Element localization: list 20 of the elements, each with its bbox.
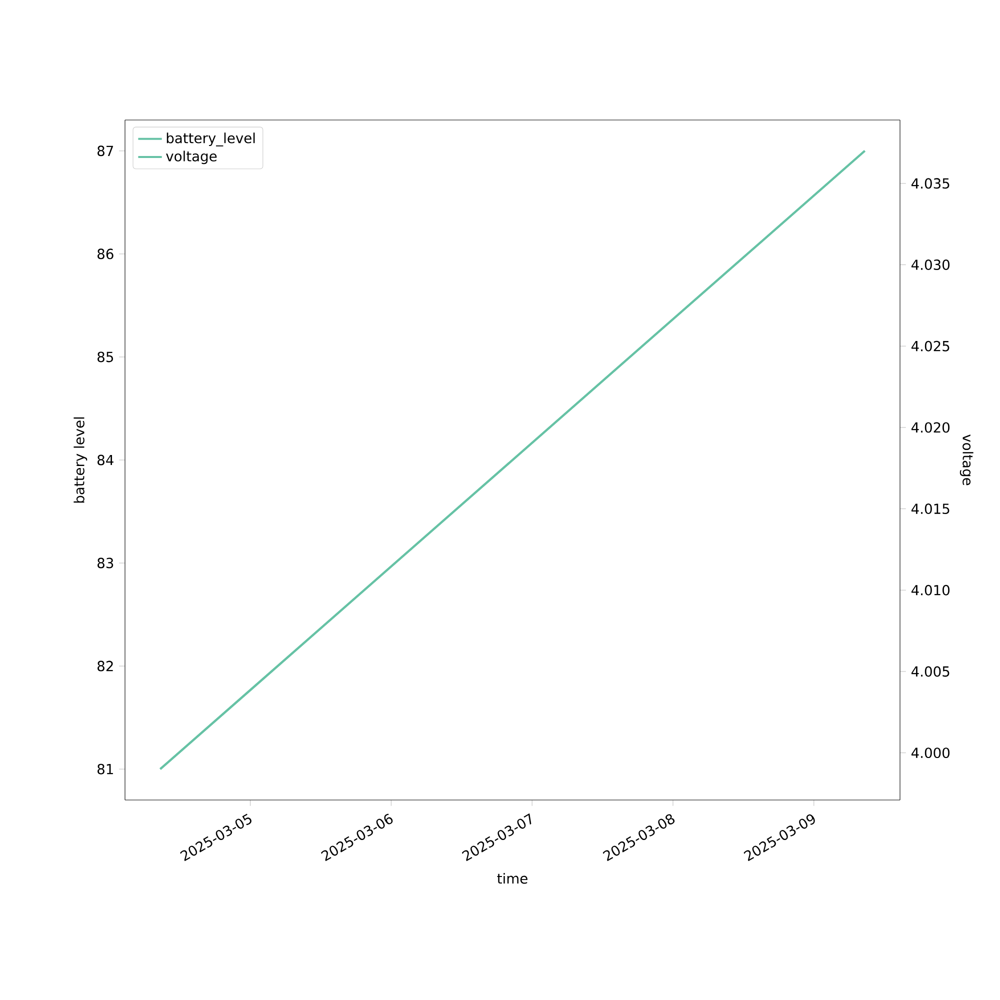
y-tick-label: 85 [98, 352, 113, 362]
y-axis-title: battery level [74, 417, 88, 503]
y2-tick-label: 4.035 [911, 178, 950, 189]
y-tick-label: 81 [98, 764, 113, 774]
y2-tick-label: 4.010 [911, 584, 950, 596]
y2-tick-label: 4.000 [911, 748, 950, 758]
y-tick-label: 87 [98, 146, 114, 156]
y-tick-label: 86 [98, 248, 114, 260]
y-tick-label: 84 [98, 454, 114, 466]
y-tick-label: 82 [98, 660, 113, 672]
y2-tick-label: 4.025 [911, 340, 950, 352]
y2-axis-title: voltage [960, 434, 974, 486]
y2-tick-label: 4.005 [911, 666, 950, 677]
legend-label: battery_level [166, 132, 255, 146]
y2-tick-label: 4.015 [911, 504, 950, 514]
y-tick-label: 83 [98, 558, 114, 568]
x-axis-title: time [497, 873, 528, 884]
legend-label: voltage [166, 150, 217, 164]
y2-tick-label: 4.030 [911, 260, 950, 270]
y2-tick-label: 4.020 [911, 422, 950, 433]
